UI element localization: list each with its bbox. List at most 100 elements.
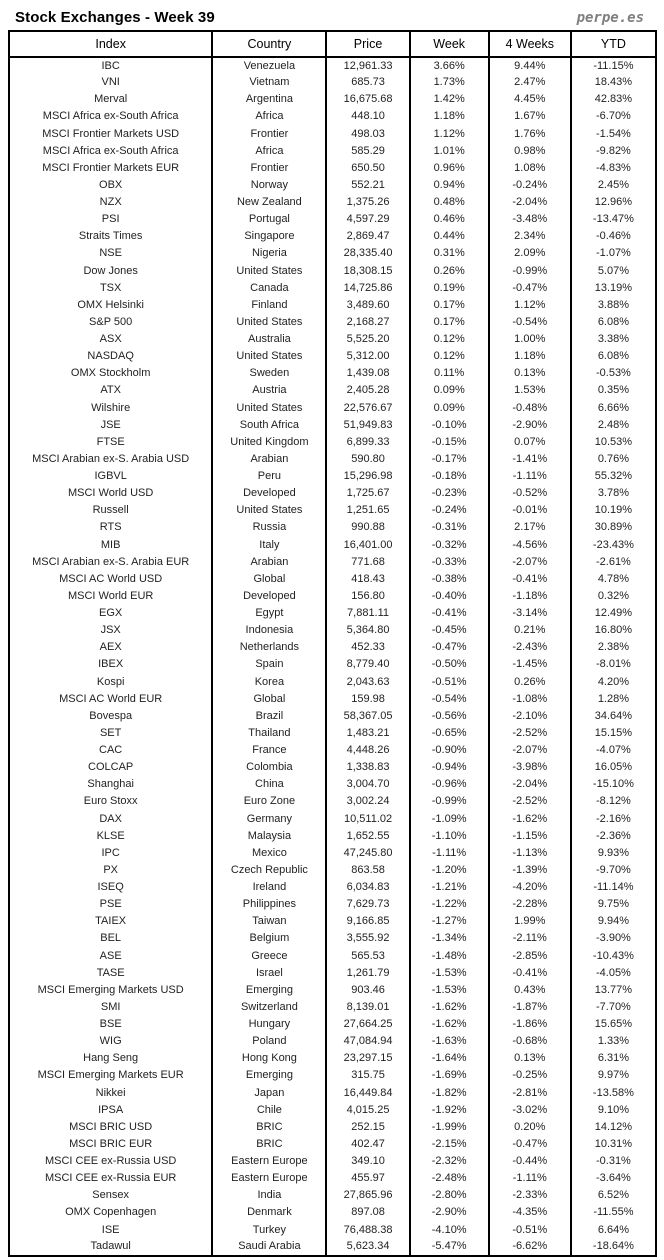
week-cell: -0.17% [408,450,490,468]
price-cell: 315.75 [325,1067,411,1085]
table-row: MSCI Arabian ex-S. Arabia EUR Arabian 771.… [7,553,658,571]
table-row: TAIEX Taiwan 9,166.85 -1.27% 1.99% 9.94% [7,913,658,931]
four-weeks-cell: -1.45% [487,656,572,674]
four-weeks-cell: -0.41% [487,964,572,982]
price-cell: 448.10 [325,108,411,126]
country-cell: Nigeria [211,245,328,263]
week-cell: -0.54% [408,690,490,708]
price-cell: 252.15 [325,1118,411,1136]
four-weeks-cell: -1.11% [487,1170,572,1188]
table-row: MSCI World EUR Developed 156.80 -0.40% -1.18… [7,587,658,605]
table-row: MSCI AC World USD Global 418.43 -0.38% -0.41… [7,570,658,588]
week-cell: -1.63% [408,1033,490,1051]
four-weeks-cell: 0.26% [487,673,572,691]
price-cell: 3,002.24 [325,793,411,811]
ytd-cell: -4.83% [569,159,658,177]
ytd-cell: -4.05% [569,964,658,982]
index-cell: OMX Copenhagen [7,1204,214,1222]
four-weeks-cell: -1.87% [487,998,572,1016]
table-row: Nikkei Japan 16,449.84 -1.82% -2.81% -13.58% [7,1084,658,1102]
table-row: ISE Turkey 76,488.38 -4.10% -0.51% 6.64% [7,1221,658,1239]
ytd-cell: 9.75% [569,896,658,914]
ytd-cell: -7.70% [569,998,658,1016]
price-cell: 498.03 [325,125,411,143]
price-cell: 10,511.02 [325,810,411,828]
four-weeks-cell: -1.15% [487,827,572,845]
table-row: RTS Russia 990.88 -0.31% 2.17% 30.89% [7,519,658,537]
price-cell: 8,139.01 [325,998,411,1016]
week-cell: -0.38% [408,570,490,588]
ytd-cell: 18.43% [569,74,658,92]
table-row: KLSE Malaysia 1,652.55 -1.10% -1.15% -2.36% [7,827,658,845]
price-cell: 16,675.68 [325,91,411,109]
four-weeks-cell: -1.08% [487,690,572,708]
four-weeks-cell: -0.47% [487,1135,572,1153]
four-weeks-cell: 1.12% [487,296,572,314]
week-cell: 1.01% [408,142,490,160]
country-cell: Global [211,690,328,708]
week-cell: 0.31% [408,245,490,263]
index-cell: NSE [7,245,214,263]
ytd-cell: 13.19% [569,279,658,297]
four-weeks-cell: 0.20% [487,1118,572,1136]
week-cell: -1.99% [408,1118,490,1136]
ytd-cell: 30.89% [569,519,658,537]
ytd-cell: 55.32% [569,468,658,486]
ytd-cell: -2.61% [569,553,658,571]
ytd-cell: -1.54% [569,125,658,143]
week-cell: -0.32% [408,536,490,554]
table-row: Straits Times Singapore 2,869.47 0.44% 2.34%… [7,228,658,246]
ytd-cell: 0.35% [569,382,658,400]
price-cell: 2,168.27 [325,313,411,331]
country-cell: Global [211,570,328,588]
ytd-cell: 42.83% [569,91,658,109]
week-cell: 0.09% [408,382,490,400]
table-row: MSCI Emerging Markets USD Emerging 903.46-… [7,981,658,999]
index-cell: ISE [7,1221,214,1239]
country-cell: Euro Zone [211,793,328,811]
four-weeks-cell: 1.53% [487,382,572,400]
week-cell: 0.12% [408,331,490,349]
index-cell: FTSE [7,433,214,451]
index-cell: MSCI Emerging Markets EUR [7,1067,214,1085]
index-cell: MSCI BRIC EUR [7,1135,214,1153]
index-cell: NASDAQ [7,348,214,366]
index-cell: Euro Stoxx [7,793,214,811]
price-cell: 1,652.55 [325,827,411,845]
table-row: NZX New Zealand 1,375.26 0.48% -2.04% 12.96% [7,194,658,212]
country-cell: Vietnam [211,74,328,92]
week-cell: -1.34% [408,930,490,948]
country-cell: Norway [211,176,328,194]
column-header-country: Country [211,31,328,58]
price-cell: 3,555.92 [325,930,411,948]
price-cell: 650.50 [325,159,411,177]
four-weeks-cell: 2.17% [487,519,572,537]
index-cell: ASE [7,947,214,965]
country-cell: Developed [211,485,328,503]
table-row: JSE South Africa 51,949.83 -0.10% -2.90% 2.48… [7,416,658,434]
table-row: Wilshire United States 22,576.67 0.09% -0.48… [7,399,658,417]
table-row: OMX Stockholm Sweden 1,439.08 0.11% 0.13% -0.… [7,365,658,383]
ytd-cell: 4.20% [569,673,658,691]
four-weeks-cell: -1.18% [487,587,572,605]
week-cell: -0.23% [408,485,490,503]
price-cell: 863.58 [325,861,411,879]
four-weeks-cell: 0.13% [487,365,572,383]
price-cell: 7,881.11 [325,605,411,623]
four-weeks-cell: 1.00% [487,331,572,349]
week-cell: -1.48% [408,947,490,965]
country-cell: Eastern Europe [211,1170,328,1188]
index-cell: VNI [7,74,214,92]
ytd-cell: -9.70% [569,861,658,879]
country-cell: United States [211,313,328,331]
table-row: NASDAQ United States 5,312.00 0.12% 1.18% 6.0… [7,348,658,366]
price-cell: 585.29 [325,142,411,160]
four-weeks-cell: -2.52% [487,793,572,811]
four-weeks-cell: -2.07% [487,553,572,571]
four-weeks-cell: -2.04% [487,776,572,794]
index-cell: JSX [7,622,214,640]
table-row: ISEQ Ireland 6,034.83 -1.21% -4.20% -11.14% [7,879,658,897]
price-cell: 1,725.67 [325,485,411,503]
ytd-cell: -2.16% [569,810,658,828]
ytd-cell: 9.97% [569,1067,658,1085]
